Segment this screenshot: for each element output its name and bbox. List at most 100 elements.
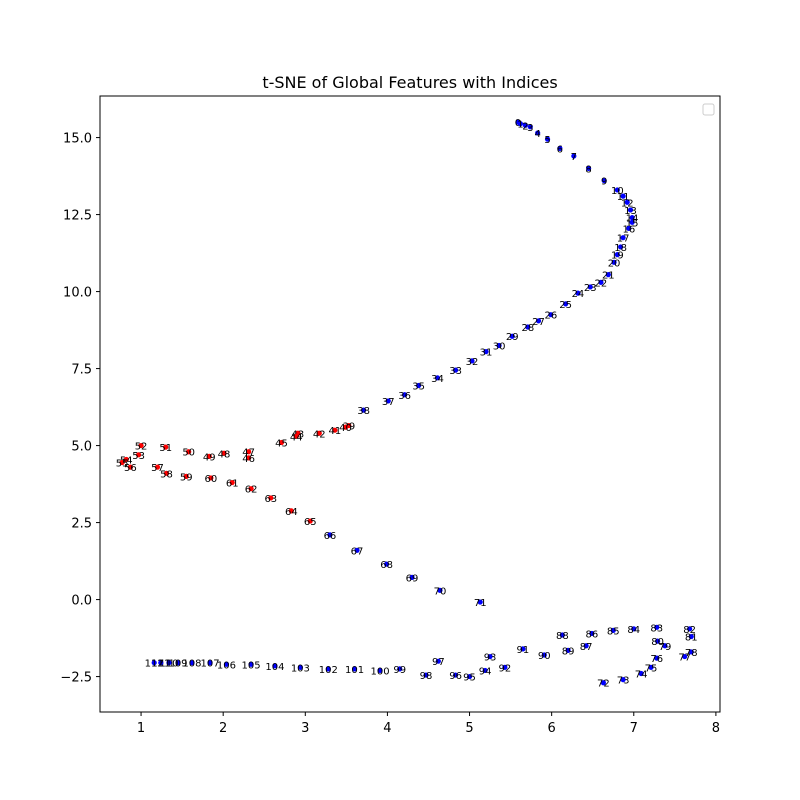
scatter-point	[605, 272, 611, 278]
point-label: 58	[160, 469, 173, 480]
x-tick-label: 3	[301, 721, 309, 736]
scatter-point	[151, 660, 157, 666]
point-label: 16	[622, 224, 635, 235]
scatter-point	[351, 666, 358, 672]
scatter-point	[127, 464, 133, 470]
scatter-point	[557, 145, 563, 151]
y-tick-label: −2.5	[60, 671, 92, 686]
point-label: 28	[521, 323, 534, 334]
scatter-point	[482, 667, 488, 674]
point-label: 85	[607, 626, 620, 637]
scatter-point	[614, 252, 620, 258]
point-label: 36	[398, 391, 411, 402]
point-label: 109	[168, 659, 187, 670]
point-label: 6	[557, 144, 563, 155]
point-label: 110	[159, 659, 178, 670]
point-label: 89	[562, 646, 575, 657]
point-label: 98	[420, 671, 433, 682]
scatter-point	[688, 633, 694, 640]
point-label: 41	[328, 426, 341, 437]
scatter-point	[535, 130, 541, 136]
point-label: 81	[685, 633, 698, 644]
point-label: 13	[624, 206, 637, 217]
scatter-point	[175, 660, 181, 666]
point-label: 7	[571, 152, 577, 163]
point-label: 90	[538, 651, 551, 662]
point-label: 99	[393, 665, 406, 676]
scatter-point	[548, 312, 554, 318]
scatter-point	[610, 627, 616, 633]
point-label: 86	[586, 629, 599, 640]
y-tick-label: 7.5	[71, 363, 92, 378]
point-label: 31	[480, 348, 493, 359]
point-label: 74	[635, 670, 648, 681]
point-label: 77	[678, 653, 691, 664]
point-label: 112	[145, 659, 164, 670]
scatter-point	[316, 430, 322, 436]
point-label: 94	[479, 666, 492, 677]
point-label: 80	[651, 637, 664, 648]
point-label: 78	[685, 648, 698, 659]
point-label: 5	[544, 135, 550, 146]
point-label: 23	[584, 283, 597, 294]
scatter-point	[601, 178, 607, 184]
scatter-point	[586, 165, 592, 171]
scatter-point	[589, 630, 595, 637]
scatter-point	[496, 342, 502, 349]
point-label: 91	[517, 645, 530, 656]
point-label: 37	[382, 397, 395, 408]
scatter-point	[527, 124, 533, 130]
point-label: 2	[522, 121, 528, 132]
point-label: 4	[535, 129, 541, 140]
point-label: 60	[204, 474, 217, 485]
point-label: 14	[626, 214, 639, 225]
scatter-point	[571, 153, 577, 159]
scatter-point	[248, 661, 254, 667]
point-label: 100	[370, 666, 389, 677]
scatter-point	[402, 392, 408, 398]
point-label: 87	[580, 642, 593, 653]
scatter-point	[307, 518, 313, 524]
scatter-point	[466, 673, 473, 680]
scatter-point	[654, 655, 660, 661]
scatter-point	[268, 495, 274, 501]
scatter-point	[332, 427, 338, 433]
scatter-point	[189, 660, 195, 666]
scatter-point	[248, 486, 254, 492]
scatter-point	[563, 301, 569, 307]
scatter-point	[654, 624, 660, 630]
point-label: 25	[559, 300, 572, 311]
point-label: 52	[135, 442, 148, 453]
scatter-point	[583, 643, 589, 649]
y-tick-label: 2.5	[71, 517, 92, 532]
scatter-point	[246, 455, 252, 461]
point-label: 51	[159, 443, 172, 454]
scatter-point	[383, 561, 390, 567]
scatter-point	[688, 649, 694, 655]
point-label: 3	[527, 123, 533, 134]
point-label: 76	[650, 654, 663, 665]
scatter-point	[620, 193, 626, 199]
scatter-point	[223, 661, 230, 667]
legend-box	[702, 103, 715, 116]
point-label: 21	[602, 271, 615, 282]
chart-title: t-SNE of Global Features with Indices	[262, 73, 557, 92]
scatter-point	[509, 333, 515, 339]
y-tick-label: 5.0	[71, 440, 92, 455]
point-label: 11	[617, 192, 630, 203]
x-tick-label: 5	[465, 721, 473, 736]
scatter-point	[158, 660, 164, 666]
scatter-point	[163, 470, 170, 476]
point-label: 40	[339, 423, 352, 434]
point-label: 9	[601, 177, 607, 188]
x-tick-label: 4	[383, 721, 391, 736]
scatter-point	[614, 187, 620, 193]
scatter-point	[229, 479, 235, 486]
scatter-point	[559, 632, 565, 638]
point-label: 33	[449, 366, 462, 377]
x-tick-label: 2	[219, 721, 227, 736]
point-label: 104	[265, 662, 284, 673]
point-label: 45	[275, 439, 288, 450]
point-label: 71	[474, 598, 487, 609]
scatter-point	[600, 680, 606, 686]
